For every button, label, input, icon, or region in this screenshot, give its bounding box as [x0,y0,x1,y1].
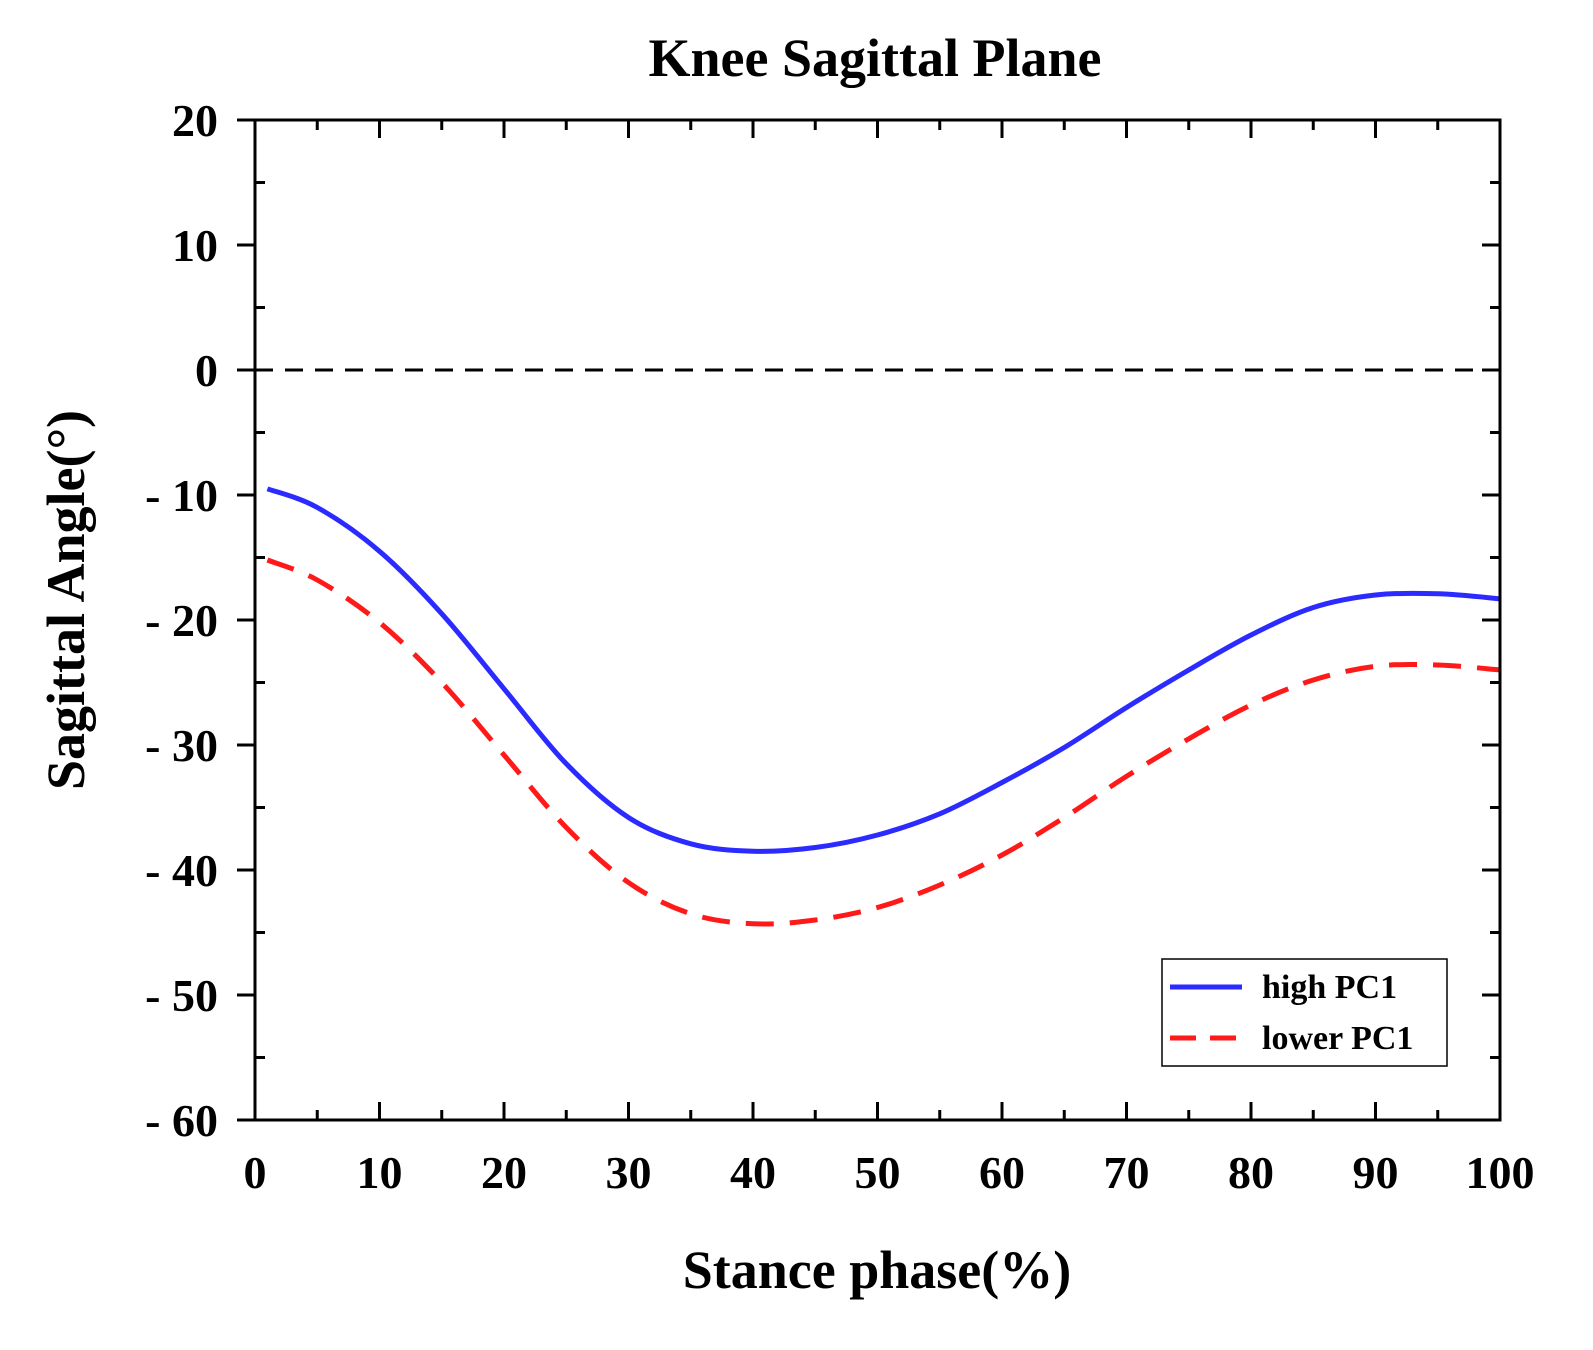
x-tick-label: 90 [1353,1147,1399,1198]
x-tick-label: 10 [357,1147,403,1198]
x-tick-label: 60 [979,1147,1025,1198]
x-tick-label: 20 [481,1147,527,1198]
series-layer [266,486,1501,927]
series-line-high-pc1 [266,486,1501,854]
y-tick-labels: 20 10 0 - 10 - 20 - 30 - 40 - 50 - 60 [145,95,218,1146]
x-tick-label: 80 [1228,1147,1274,1198]
x-tick-label: 30 [606,1147,652,1198]
x-tick-label: 50 [855,1147,901,1198]
legend-label-lower-pc1: lower PC1 [1262,1020,1413,1057]
x-axis-label: Stance phase(%) [683,1240,1072,1300]
y-tick-label: 20 [172,95,218,146]
y-tick-label: - 30 [145,720,218,771]
y-tick-label: - 20 [145,595,218,646]
y-tick-label: - 40 [145,845,218,896]
y-tick-label: - 50 [145,970,218,1021]
y-tick-label: 10 [172,220,218,271]
legend-box [1161,958,1448,1067]
y-tick-label: 0 [195,345,218,396]
legend-label-high-pc1: high PC1 [1262,969,1397,1006]
y-tick-label: - 10 [145,470,218,521]
y-axis-label: Sagittal Angle(°) [36,410,96,790]
x-tick-label: 70 [1104,1147,1150,1198]
y-tick-label: - 60 [145,1095,218,1146]
x-tick-label: 100 [1466,1147,1535,1198]
x-tick-label: 0 [244,1147,267,1198]
series-line-lower-pc1 [266,557,1501,927]
chart-title: Knee Sagittal Plane [649,28,1102,88]
x-tick-label: 40 [730,1147,776,1198]
x-tick-labels: 0 10 20 30 40 50 60 70 80 90 100 [244,1147,1535,1198]
legend: high PC1 lower PC1 [1161,958,1448,1067]
ticks-layer [237,118,1502,1122]
